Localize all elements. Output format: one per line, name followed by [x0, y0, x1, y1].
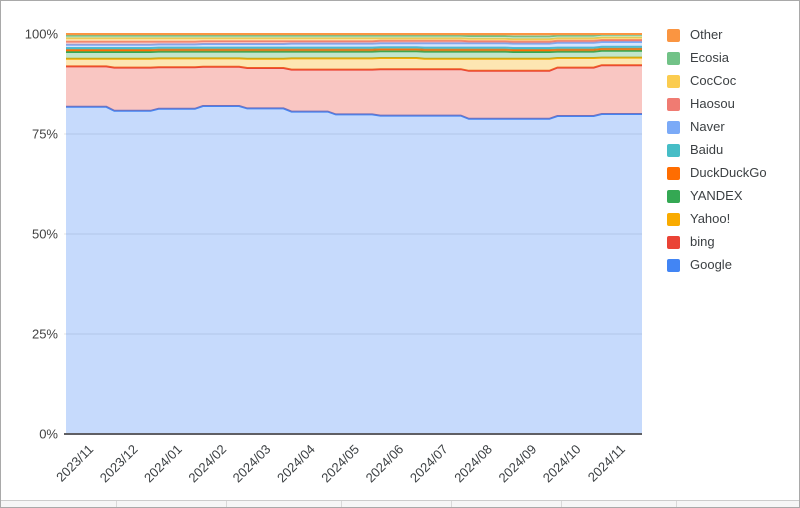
x-axis-tick-label: 2024/07: [407, 442, 451, 486]
series-line-Naver: [66, 41, 642, 46]
table-column-divider: [341, 501, 342, 507]
legend-label: CocCoc: [690, 73, 737, 88]
x-axis-tick-label: 2024/06: [363, 442, 407, 486]
series-line-bing: [66, 64, 642, 72]
series-area-YANDEX[interactable]: [66, 50, 642, 59]
legend-item-ecosia: Ecosia: [667, 51, 767, 65]
table-column-divider: [116, 501, 117, 507]
legend-swatch-icon: [667, 120, 680, 134]
legend-label: Google: [690, 257, 732, 272]
series-area-Yahoo![interactable]: [66, 57, 642, 71]
legend-item-yandex: YANDEX: [667, 189, 767, 203]
legend-swatch-icon: [667, 97, 680, 111]
legend-swatch-icon: [667, 143, 680, 157]
x-axis-tick-label: 2024/05: [318, 442, 362, 486]
table-column-divider: [561, 501, 562, 507]
legend-label: Ecosia: [690, 50, 730, 65]
chart-legend: Other Ecosia CocCoc Haosou Naver Baidu DuckDuc…: [667, 28, 767, 272]
y-axis-tick-label: 50%: [32, 227, 58, 242]
legend-label: DuckDuckGo: [690, 165, 767, 180]
series-line-CocCoc: [66, 36, 642, 41]
legend-item-haosou: Haosou: [667, 97, 767, 111]
x-axis-tick-label: 2024/11: [585, 442, 628, 485]
legend-swatch-icon: [667, 28, 680, 42]
x-axis-tick-label: 2024/10: [540, 442, 584, 486]
legend-item-naver: Naver: [667, 120, 767, 134]
legend-swatch-icon: [667, 166, 680, 180]
series-area-bing[interactable]: [66, 65, 642, 119]
y-axis-tick-label: 100%: [25, 27, 59, 42]
legend-swatch-icon: [667, 235, 680, 249]
legend-swatch-icon: [667, 212, 680, 226]
table-top-edge: [1, 500, 799, 507]
x-axis-tick-label: 2023/11: [53, 442, 96, 485]
table-column-divider: [676, 501, 677, 507]
x-axis-tick-label: 2024/08: [451, 442, 495, 486]
series-line-DuckDuckGo: [66, 47, 642, 51]
x-axis-tick-label: 2023/12: [97, 442, 141, 486]
legend-item-google: Google: [667, 258, 767, 272]
legend-swatch-icon: [667, 258, 680, 272]
legend-item-bing: bing: [667, 235, 767, 249]
legend-swatch-icon: [667, 189, 680, 203]
legend-swatch-icon: [667, 74, 680, 88]
series-line-Google: [66, 105, 642, 120]
legend-item-duckduckgo: DuckDuckGo: [667, 166, 767, 180]
series-line-YANDEX: [66, 49, 642, 53]
series-line-Ecosia: [66, 33, 642, 38]
legend-swatch-icon: [667, 51, 680, 65]
legend-item-other: Other: [667, 28, 767, 42]
legend-label: Naver: [690, 119, 725, 134]
y-axis-tick-label: 75%: [32, 127, 58, 142]
x-axis-tick-label: 2024/01: [141, 442, 185, 486]
x-axis-tick-label: 2024/02: [185, 442, 229, 486]
legend-label: YANDEX: [690, 188, 743, 203]
legend-item-coccoc: CocCoc: [667, 74, 767, 88]
legend-label: Other: [690, 27, 723, 42]
legend-label: Baidu: [690, 142, 724, 157]
series-line-Haosou: [66, 39, 642, 43]
series-line-Baidu: [66, 45, 642, 49]
series-area-Google[interactable]: [66, 106, 642, 434]
x-axis-tick-label: 2024/09: [496, 442, 540, 486]
table-column-divider: [226, 501, 227, 507]
y-axis-tick-label: 25%: [32, 327, 58, 342]
x-axis-tick-label: 2024/04: [274, 442, 318, 486]
legend-label: bing: [690, 234, 715, 249]
series-line-Yahoo!: [66, 56, 642, 60]
legend-item-yahoo: Yahoo!: [667, 212, 767, 226]
y-axis-tick-label: 0%: [39, 427, 58, 442]
legend-label: Yahoo!: [690, 211, 731, 226]
x-axis-tick-label: 2024/03: [230, 442, 274, 486]
legend-label: Haosou: [690, 96, 735, 111]
table-column-divider: [451, 501, 452, 507]
legend-item-baidu: Baidu: [667, 143, 767, 157]
